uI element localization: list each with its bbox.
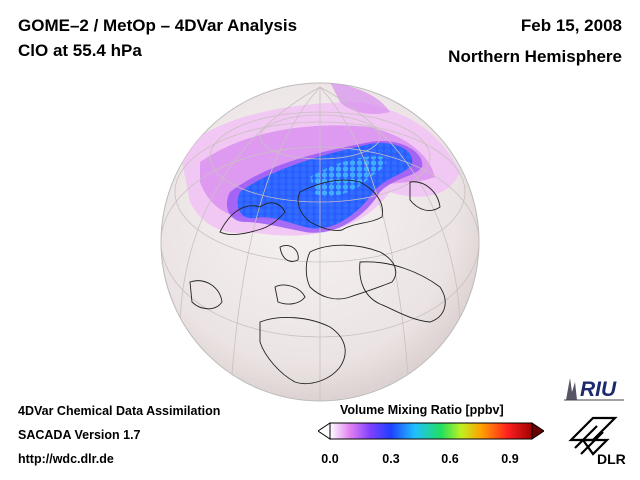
svg-text:DLR: DLR [597,451,626,467]
colorbar-under-arrow [318,422,331,440]
map-subtitle: ClO at 55.4 hPa [18,41,142,60]
coastlines [189,179,446,385]
colorbar-tick-2: 0.6 [441,452,459,466]
svg-text:RIU: RIU [580,378,617,401]
riu-logo: RIU [564,378,624,401]
region-label: Northern Hemisphere [448,47,622,66]
dlr-emblem-icon [568,416,618,456]
map-title: GOME–2 / MetOp – 4DVar Analysis [18,16,298,35]
graticule [161,86,479,401]
footer-line-2: SACADA Version 1.7 [18,428,141,442]
dlr-logo: DLR [568,416,626,467]
colorbar-tick-0: 0.0 [321,452,339,466]
footer-url-link[interactable]: http://wdc.dlr.de [18,452,114,466]
analysis-date: Feb 15, 2008 [520,16,622,35]
globe-map [160,82,480,402]
colorbar-over-arrow [531,422,544,440]
colorbar-tick-1: 0.3 [382,452,400,466]
colorbar-tick-3: 0.9 [501,452,519,466]
colorbar [318,422,544,440]
footer-line-1: 4DVar Chemical Data Assimilation [18,404,221,418]
colorbar-title: Volume Mixing Ratio [ppbv] [340,403,504,417]
colorbar-gradient [329,422,533,440]
